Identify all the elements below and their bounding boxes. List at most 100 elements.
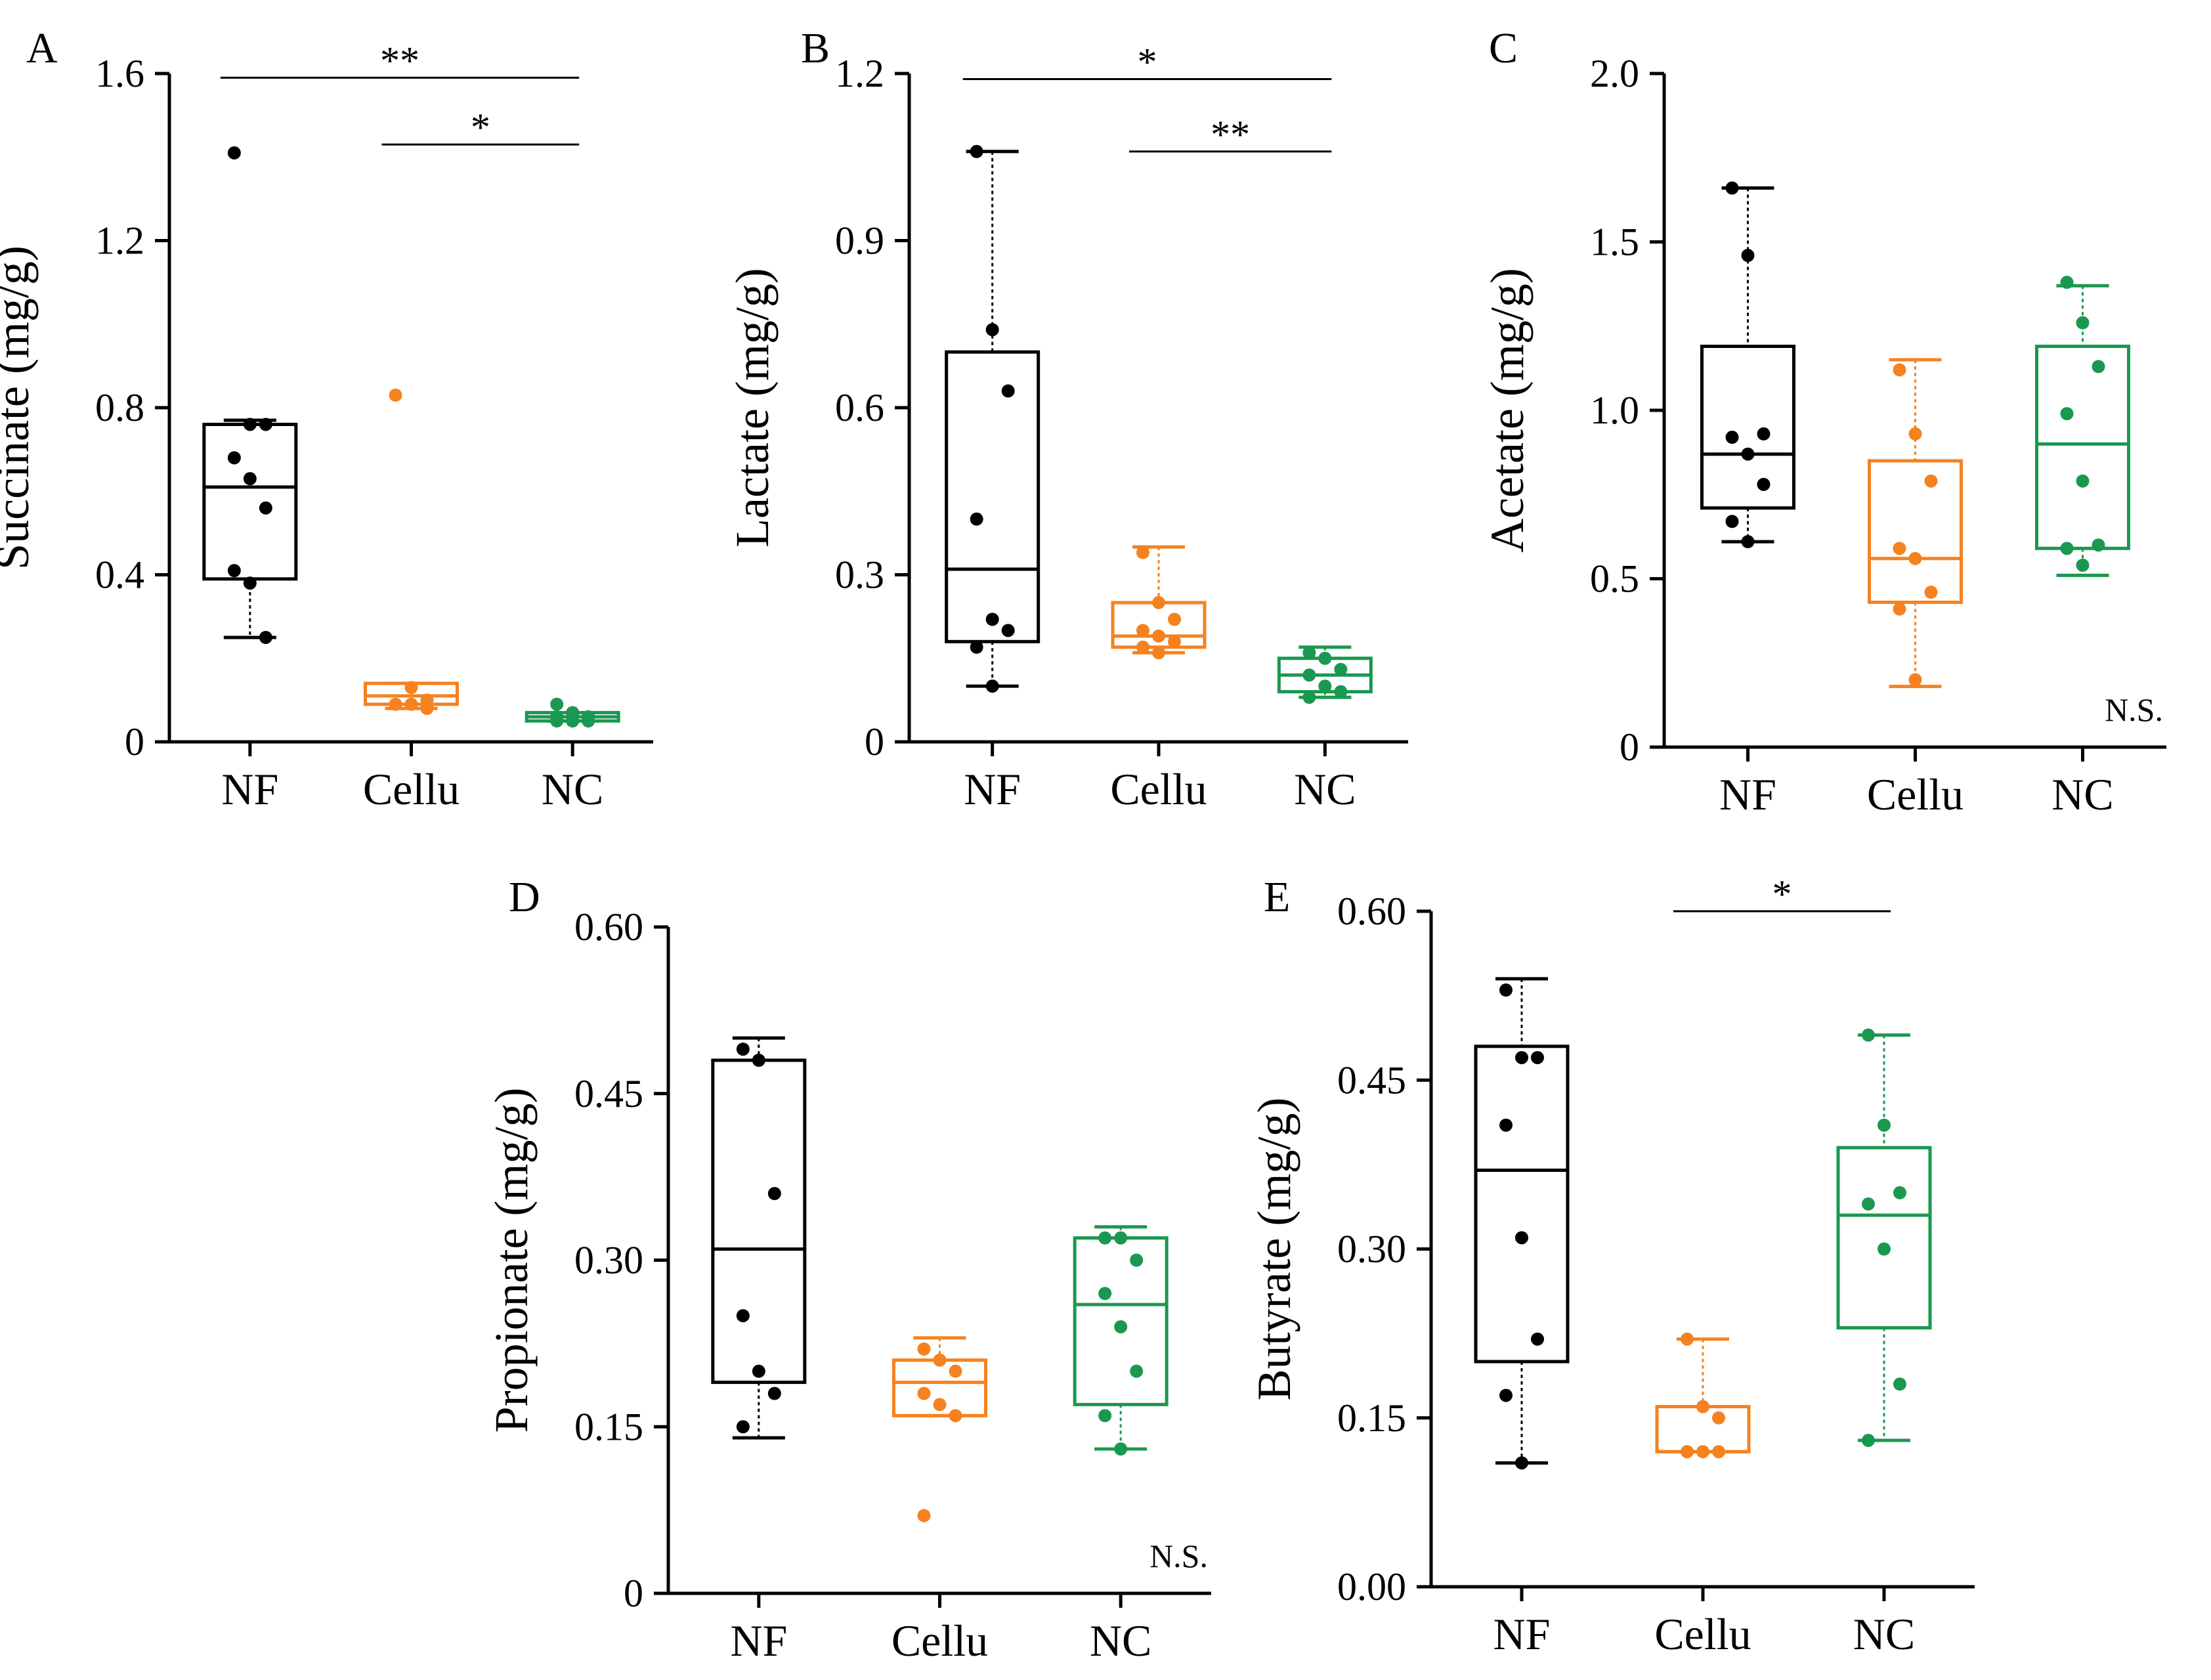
data-point — [949, 1364, 962, 1378]
y-tick-label: 2.0 — [1590, 52, 1639, 95]
data-point — [2092, 538, 2105, 552]
data-point — [1499, 983, 1513, 997]
data-point — [1893, 1377, 1906, 1391]
y-tick-label: 1.6 — [95, 52, 144, 95]
y-tick-label: 0.6 — [835, 386, 884, 429]
x-tick-label: Cellu — [1867, 769, 1964, 819]
x-tick-label: NF — [221, 764, 278, 814]
data-point — [1725, 431, 1739, 444]
data-point — [259, 630, 272, 644]
data-point — [389, 388, 402, 402]
data-point — [1114, 1231, 1128, 1245]
data-point — [2060, 542, 2074, 555]
y-tick-label: 0.15 — [574, 1405, 643, 1448]
data-point — [1515, 1231, 1528, 1245]
panel-c: C 0 0.5 1.0 1.5 2.0 Acetate (mg/g) NF Cellu NC N.S… — [1481, 24, 2166, 819]
data-point — [1302, 691, 1316, 704]
box-nc — [525, 697, 620, 728]
y-tick-label: 0 — [1620, 725, 1639, 769]
box-nf — [202, 146, 298, 644]
box-nf — [1474, 977, 1570, 1470]
y-tick-label: 0.60 — [574, 905, 643, 949]
box-iqr — [1868, 459, 1963, 604]
data-point — [1001, 384, 1015, 398]
data-point — [1152, 646, 1165, 660]
y-tick-label: 0.8 — [95, 386, 144, 429]
data-point — [2076, 316, 2090, 330]
y-tick-label: 0 — [125, 720, 144, 764]
data-point — [1098, 1409, 1112, 1423]
y-tick-label: 1.2 — [95, 219, 144, 263]
data-point — [1168, 613, 1181, 626]
data-point — [389, 697, 402, 711]
data-point — [2076, 474, 2090, 488]
y-axis-label: Acetate (mg/g) — [1481, 268, 1534, 553]
data-point — [243, 418, 257, 431]
y-tick-label: 0.4 — [95, 553, 144, 597]
panel-label: C — [1489, 24, 1518, 72]
data-point — [1924, 474, 1938, 488]
data-point — [1334, 685, 1348, 699]
data-point — [736, 1420, 750, 1434]
data-point — [420, 702, 434, 716]
data-point — [1924, 586, 1938, 599]
data-point — [933, 1353, 947, 1367]
y-tick-label: 0 — [865, 720, 884, 764]
data-point — [1152, 595, 1165, 609]
box-nc — [1277, 645, 1373, 704]
data-point — [1741, 249, 1755, 263]
data-point — [1515, 1456, 1528, 1470]
x-tick-label: Cellu — [1654, 1609, 1751, 1659]
x-tick-label: Cellu — [891, 1616, 988, 1666]
data-point — [985, 679, 999, 693]
data-point — [1136, 546, 1149, 559]
x-tick-label: NC — [1853, 1609, 1915, 1659]
data-point — [767, 1187, 781, 1200]
data-point — [1757, 427, 1771, 441]
data-point — [752, 1054, 765, 1067]
data-point — [1499, 1389, 1513, 1402]
data-point — [550, 697, 564, 711]
box-cellu — [364, 388, 459, 716]
x-tick-label: NC — [2051, 769, 2113, 819]
data-point — [1893, 602, 1906, 616]
data-point — [1681, 1445, 1694, 1459]
data-point — [917, 1387, 931, 1400]
data-point — [1696, 1445, 1709, 1459]
box-cellu — [1868, 358, 1963, 689]
data-point — [1741, 447, 1755, 461]
box-iqr — [711, 1058, 807, 1385]
data-point — [1862, 1434, 1875, 1448]
box-nf — [945, 144, 1041, 693]
panel-label: E — [1264, 873, 1290, 921]
y-tick-label: 1.5 — [1590, 221, 1639, 264]
box-nc — [2035, 276, 2130, 577]
x-tick-label: Cellu — [363, 764, 460, 814]
data-point — [1908, 673, 1922, 687]
data-point — [1114, 1320, 1128, 1333]
data-point — [259, 501, 272, 515]
panel-d: D 0 0.15 0.30 0.45 0.60 Propionate (mg/g) NF Cel… — [485, 873, 1211, 1666]
y-tick-label: 1.2 — [835, 52, 884, 95]
data-point — [1531, 1332, 1544, 1346]
data-point — [1878, 1242, 1891, 1256]
y-tick-label: 0.45 — [1337, 1058, 1406, 1102]
y-axis-label: Propionate (mg/g) — [485, 1088, 538, 1433]
y-tick-label: 0.9 — [835, 219, 884, 263]
ns-note: N.S. — [1149, 1538, 1208, 1574]
box-nc — [1073, 1225, 1169, 1456]
data-point — [917, 1342, 931, 1356]
box-iqr — [1655, 1405, 1751, 1454]
data-point — [1098, 1287, 1112, 1301]
data-point — [1130, 1253, 1144, 1267]
data-point — [1098, 1231, 1112, 1245]
box-iqr — [1836, 1146, 1932, 1330]
data-point — [970, 640, 983, 654]
panel-e: E 0.00 0.15 0.30 0.45 0.60 Butyrate (mg/g) NF Ce… — [1248, 872, 1975, 1659]
data-point — [1302, 668, 1316, 682]
data-point — [985, 323, 999, 337]
data-point — [1862, 1028, 1875, 1042]
data-point — [550, 714, 564, 728]
data-point — [933, 1398, 947, 1411]
